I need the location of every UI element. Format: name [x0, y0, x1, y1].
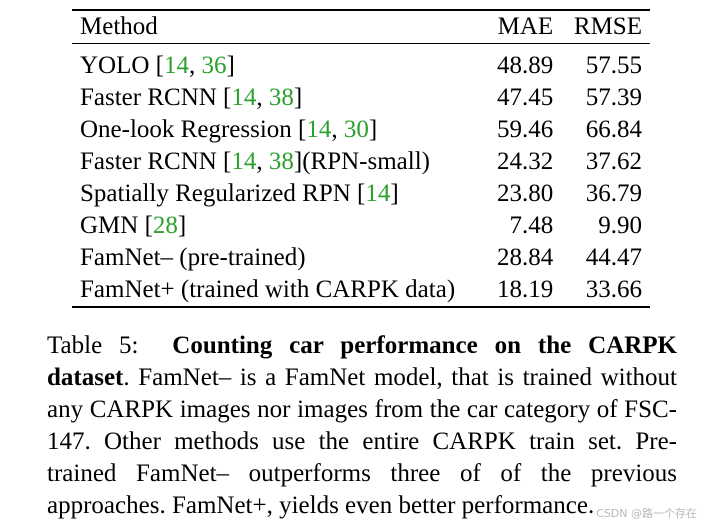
- citation-link[interactable]: 36: [201, 52, 227, 79]
- cell-method: GMN [28]: [72, 210, 485, 242]
- method-text: ,: [331, 116, 344, 143]
- method-text: Spatially Regularized RPN [: [80, 180, 366, 207]
- method-text: ,: [256, 84, 269, 111]
- method-text: ](RPN-small): [293, 148, 430, 175]
- method-text: ]: [368, 116, 378, 143]
- citation-link[interactable]: 38: [268, 148, 294, 175]
- citation-link[interactable]: 14: [365, 180, 391, 207]
- cell-rmse: 37.62: [585, 148, 642, 175]
- citation-link[interactable]: 14: [231, 148, 257, 175]
- table-row: Faster RCNN [14, 38] 47.45 57.39: [72, 82, 650, 114]
- citation-link[interactable]: 14: [306, 116, 332, 143]
- table-row: GMN [28] 7.48 9.90: [72, 210, 650, 242]
- method-text: Faster RCNN [: [80, 84, 232, 111]
- header-row: Method MAE RMSE: [72, 11, 650, 43]
- cell-mae: 7.48: [509, 212, 554, 239]
- method-text: ]: [177, 212, 187, 239]
- watermark: CSDN @路一个存在: [596, 507, 697, 520]
- table-row: One-look Regression [14, 30] 59.46 66.84: [72, 114, 650, 146]
- cell-rmse: 57.55: [585, 52, 642, 79]
- method-text: Faster RCNN [: [80, 148, 232, 175]
- cell-method: Spatially Regularized RPN [14]: [72, 178, 485, 210]
- citation-link[interactable]: 38: [268, 84, 294, 111]
- header-rule: [72, 43, 650, 44]
- cell-rmse: 66.84: [585, 116, 642, 143]
- citation-link[interactable]: 14: [164, 52, 190, 79]
- table-body: YOLO [14, 36] 48.89 57.55 Faster RCNN [14, …: [72, 50, 650, 306]
- cell-rmse: 36.79: [585, 180, 642, 207]
- method-text: ,: [256, 148, 269, 175]
- caption-bold-title: Counting car performance on the CARPK da…: [47, 332, 678, 391]
- method-text: FamNet– (pre-trained): [80, 244, 306, 271]
- table-row: Faster RCNN [14, 38](RPN-small) 24.32 37.6…: [72, 146, 650, 178]
- method-text: ]: [293, 84, 303, 111]
- top-rule: [72, 9, 650, 11]
- caption-text: . FamNet– is a FamNet model, that is tra…: [47, 364, 677, 519]
- cell-mae: 28.84: [496, 244, 554, 271]
- cell-rmse: 57.39: [585, 84, 642, 111]
- results-table: Method MAE RMSE YOLO [14, 36] 48.89 57.55 F…: [72, 9, 650, 308]
- table-caption: Table 5: Counting car performance on the…: [47, 330, 677, 522]
- cell-mae: 18.19: [496, 276, 554, 303]
- bottom-rule: [72, 306, 650, 308]
- method-text: ,: [189, 52, 202, 79]
- method-text: ]: [390, 180, 399, 207]
- citation-link[interactable]: 30: [343, 116, 369, 143]
- header-method: Method: [80, 13, 158, 40]
- cell-mae: 23.80: [496, 180, 554, 207]
- cell-method: Faster RCNN [14, 38](RPN-small): [72, 146, 485, 178]
- table-row: FamNet– (pre-trained) 28.84 44.47: [72, 242, 650, 274]
- method-text: FamNet+ (trained with CARPK data): [80, 276, 456, 303]
- cell-mae: 24.32: [496, 148, 554, 175]
- cell-method: FamNet– (pre-trained): [72, 242, 485, 274]
- cell-method: One-look Regression [14, 30]: [72, 114, 485, 146]
- cell-mae: 48.89: [496, 52, 554, 79]
- method-text: One-look Regression [: [80, 116, 307, 143]
- method-text: ]: [226, 52, 235, 79]
- table-row: YOLO [14, 36] 48.89 57.55: [72, 50, 650, 82]
- citation-link[interactable]: 28: [152, 212, 178, 239]
- caption-label: Table 5:: [47, 332, 139, 359]
- results-table-container: Method MAE RMSE YOLO [14, 36] 48.89 57.55 F…: [72, 9, 650, 308]
- citation-link[interactable]: 14: [231, 84, 257, 111]
- method-text: YOLO [: [80, 52, 165, 79]
- cell-rmse: 44.47: [585, 244, 642, 271]
- method-text: GMN [: [80, 212, 153, 239]
- cell-method: Faster RCNN [14, 38]: [72, 82, 485, 114]
- cell-rmse: 33.66: [585, 276, 642, 303]
- table-row: FamNet+ (trained with CARPK data) 18.19 33…: [72, 274, 650, 306]
- cell-method: YOLO [14, 36]: [72, 50, 485, 82]
- cell-method: FamNet+ (trained with CARPK data): [72, 274, 485, 306]
- cell-rmse: 9.90: [598, 212, 642, 239]
- cell-mae: 59.46: [496, 116, 554, 143]
- cell-mae: 47.45: [496, 84, 554, 111]
- header-mae: MAE: [497, 13, 554, 40]
- header-rmse: RMSE: [573, 13, 642, 40]
- table-row: Spatially Regularized RPN [14] 23.80 36.79: [72, 178, 650, 210]
